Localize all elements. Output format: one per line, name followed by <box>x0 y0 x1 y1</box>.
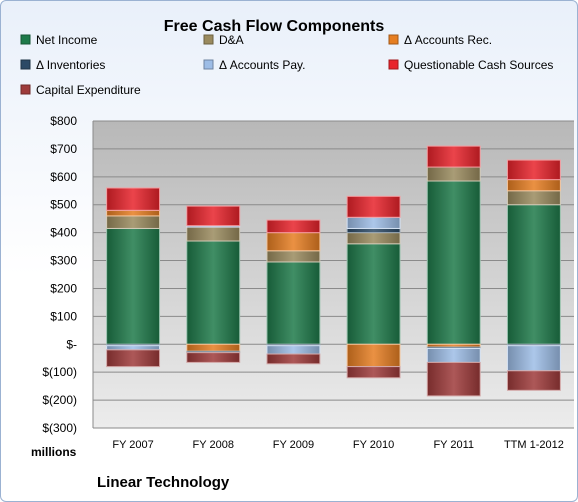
bar-segment <box>346 232 401 245</box>
bar-segment <box>506 370 561 391</box>
x-tick-label: FY 2010 <box>353 439 394 451</box>
legend-swatch <box>20 84 31 95</box>
legend-swatch <box>203 59 214 70</box>
x-tick-label: FY 2008 <box>193 439 234 451</box>
legend-item: Δ Inventories <box>20 58 105 72</box>
bar-segment <box>426 166 481 182</box>
y-tick-label: $800 <box>50 114 77 128</box>
plot-area <box>93 121 574 428</box>
x-tick-label: FY 2007 <box>112 439 153 451</box>
legend-swatch <box>388 59 399 70</box>
bar-segment <box>266 250 321 263</box>
bar-segment <box>426 180 481 345</box>
legend-label: Questionable Cash Sources <box>404 58 553 72</box>
unit-label: millions <box>31 445 77 459</box>
bar-stack <box>346 195 401 379</box>
x-axis: FY 2007 FY 2008 FY 2009 FY 2010 FY 2011 TTM 1… <box>112 439 563 451</box>
bar-stack <box>426 145 481 397</box>
x-tick-label: FY 2009 <box>273 439 314 451</box>
bar-segment <box>186 205 241 227</box>
bar-segment <box>186 343 241 352</box>
gridlines <box>93 120 574 429</box>
legend-item: Δ Accounts Rec. <box>388 33 492 47</box>
y-tick-label: $100 <box>50 309 77 323</box>
bar-segment <box>426 361 481 397</box>
bar-segment <box>426 347 481 363</box>
y-tick-label: $(300) <box>42 421 77 435</box>
bar-segment <box>346 343 401 368</box>
bar-segment <box>106 227 161 345</box>
legend-item: Capital Expenditure <box>20 83 141 97</box>
bar-segment <box>346 243 401 345</box>
bar-segment <box>426 145 481 168</box>
y-tick-label: $600 <box>50 170 77 184</box>
bar-segment <box>346 216 401 229</box>
bar-stack <box>106 187 161 368</box>
bar-segment <box>266 219 321 234</box>
bar-segment <box>506 159 561 181</box>
bar-segment <box>106 349 161 368</box>
bar-segment <box>266 345 321 355</box>
bar-segment <box>346 366 401 379</box>
bar-segment <box>346 195 401 218</box>
legend-label: Δ Accounts Pay. <box>219 58 306 72</box>
bar-segment <box>106 209 161 217</box>
bar-segment <box>186 352 241 363</box>
bar-segment <box>106 215 161 229</box>
legend-item: Net Income <box>20 33 98 47</box>
legend-label: D&A <box>219 33 244 47</box>
y-tick-label: $- <box>66 337 77 351</box>
legend-swatch <box>203 34 214 45</box>
legend: Net Income D&A Δ Accounts Rec. Δ Inventorie… <box>20 33 553 97</box>
company-label: Linear Technology <box>97 474 230 491</box>
y-tick-label: $(100) <box>42 365 77 379</box>
bar-segment <box>266 232 321 252</box>
y-tick-label: $400 <box>50 226 77 240</box>
chart-title: Free Cash Flow Components <box>164 18 385 35</box>
y-axis: $800 $700 $600 $500 $400 $300 $200 $100 $- $(100)… <box>42 114 94 435</box>
bar-segment <box>506 345 561 372</box>
bar-stack <box>266 219 321 365</box>
bar-segment <box>506 179 561 192</box>
bar-segment <box>106 187 161 211</box>
bar-segment <box>346 227 401 234</box>
x-tick-label: FY 2011 <box>433 439 474 451</box>
bar-stack <box>186 205 241 363</box>
bar-segment <box>506 204 561 345</box>
y-tick-label: $(200) <box>42 393 77 407</box>
y-tick-label: $700 <box>50 142 77 156</box>
legend-label: Δ Inventories <box>36 58 105 72</box>
legend-item: D&A <box>203 33 244 47</box>
legend-swatch <box>388 34 399 45</box>
bars <box>106 145 561 397</box>
bar-segment <box>186 226 241 242</box>
legend-label: Capital Expenditure <box>36 83 141 97</box>
legend-swatch <box>20 34 31 45</box>
legend-item: Δ Accounts Pay. <box>203 58 306 72</box>
bar-segment <box>266 353 321 365</box>
legend-label: Δ Accounts Rec. <box>404 33 492 47</box>
y-tick-label: $500 <box>50 198 77 212</box>
bar-segment <box>506 190 561 206</box>
bar-segment <box>266 261 321 345</box>
x-tick-label: TTM 1-2012 <box>504 439 564 451</box>
y-tick-label: $200 <box>50 281 77 295</box>
legend-item: Questionable Cash Sources <box>388 58 553 72</box>
bar-stack <box>506 159 561 391</box>
legend-swatch <box>20 59 31 70</box>
bar-segment <box>186 240 241 345</box>
bar-segment <box>106 345 161 351</box>
y-tick-label: $300 <box>50 254 77 268</box>
legend-label: Net Income <box>36 33 98 47</box>
